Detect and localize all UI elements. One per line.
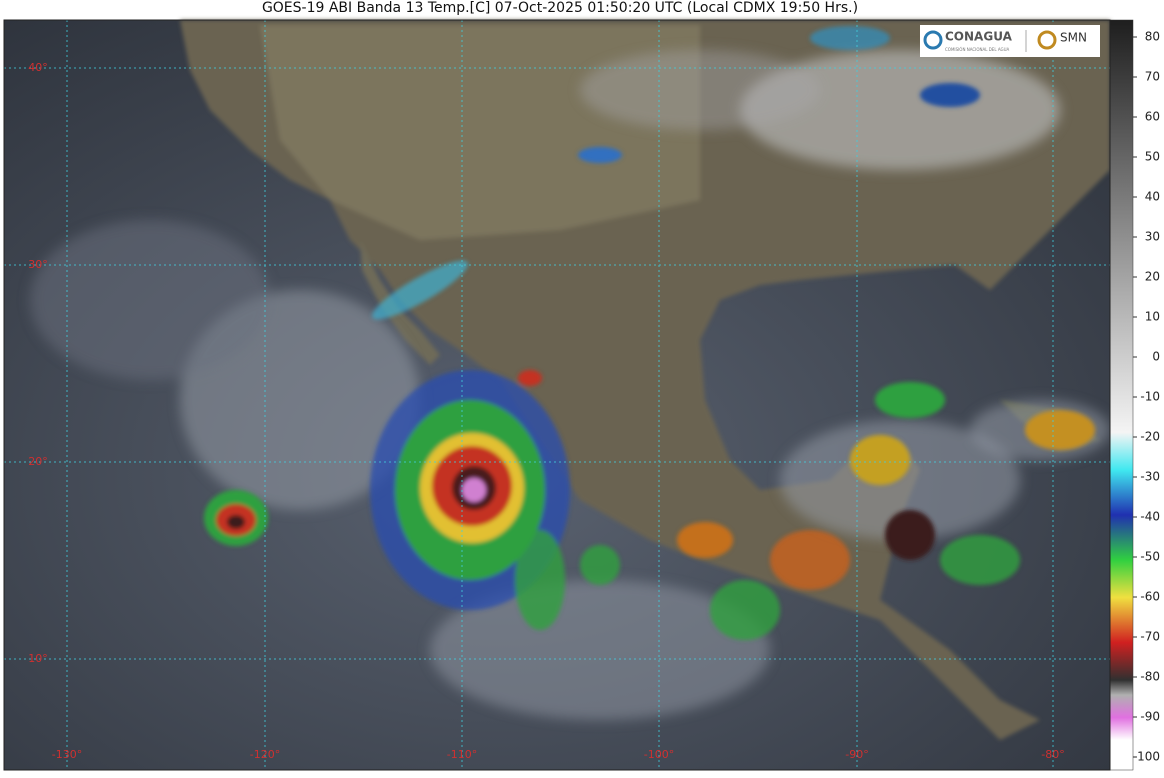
smn-logo: SMN bbox=[1060, 31, 1087, 45]
colorbar-tick-label: -60 bbox=[1140, 590, 1160, 604]
colorbar-tick-label: 80 bbox=[1145, 30, 1160, 44]
logo-box: CONAGUA COMISIÓN NACIONAL DEL AGUA SMN bbox=[920, 25, 1100, 57]
colorbar bbox=[1109, 19, 1134, 771]
longitude-label: -100° bbox=[644, 748, 674, 761]
latitude-label: 30° bbox=[28, 258, 48, 271]
longitude-label: -120° bbox=[250, 748, 280, 761]
conagua-subtitle: COMISIÓN NACIONAL DEL AGUA bbox=[945, 47, 1010, 52]
colorbar-tick-label: -100 bbox=[1133, 750, 1160, 764]
map-frame bbox=[3, 19, 1111, 771]
colorbar-tick-label: 30 bbox=[1145, 230, 1160, 244]
colorbar-tick-label: 10 bbox=[1145, 310, 1160, 324]
colorbar-tick-label: -90 bbox=[1140, 710, 1160, 724]
colorbar-tick-label: 60 bbox=[1145, 110, 1160, 124]
logo-background bbox=[920, 25, 1100, 57]
colorbar-tick-label: 20 bbox=[1145, 270, 1160, 284]
colorbar-tick-label: -20 bbox=[1140, 430, 1160, 444]
graticule bbox=[4, 20, 1110, 770]
longitude-label: -80° bbox=[1041, 748, 1064, 761]
colorbar-tick-label: -10 bbox=[1140, 390, 1160, 404]
title: GOES-19 ABI Banda 13 Temp.[C] 07-Oct-202… bbox=[262, 0, 858, 16]
colorbar-tick-label: -70 bbox=[1140, 630, 1160, 644]
colorbar-tick-label: 50 bbox=[1145, 150, 1160, 164]
colorbar-tick-label: -50 bbox=[1140, 550, 1160, 564]
latitude-label: 10° bbox=[28, 652, 48, 665]
colorbar-tick-label: -80 bbox=[1140, 670, 1160, 684]
longitude-label: -110° bbox=[447, 748, 477, 761]
latitude-label: 40° bbox=[28, 61, 48, 74]
colorbar-tick-label: -40 bbox=[1140, 510, 1160, 524]
convection bbox=[204, 26, 1095, 640]
longitude-label: -90° bbox=[845, 748, 868, 761]
conagua-logo: CONAGUA bbox=[945, 30, 1013, 44]
colorbar-tick-label: -30 bbox=[1140, 470, 1160, 484]
colorbar-tick-label: 70 bbox=[1145, 70, 1160, 84]
latitude-label: 20° bbox=[28, 455, 48, 468]
colorbar-tick-label: 0 bbox=[1152, 350, 1160, 364]
smn-icon bbox=[1037, 30, 1057, 50]
colorbar-tick-label: 40 bbox=[1145, 190, 1160, 204]
conagua-icon bbox=[923, 30, 943, 50]
longitude-label: -130° bbox=[52, 748, 82, 761]
